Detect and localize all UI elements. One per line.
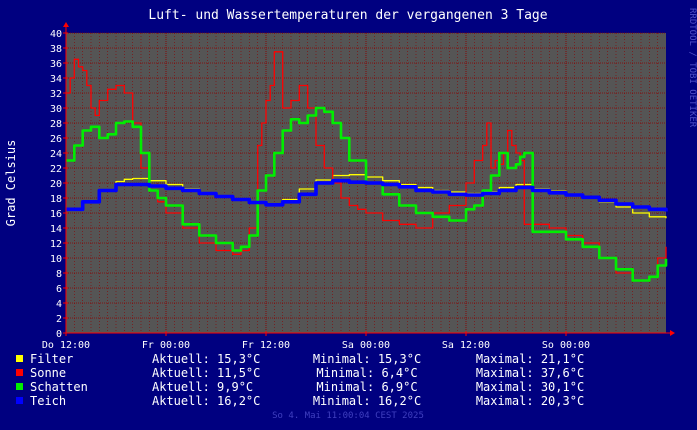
legend-swatch-schatten	[16, 383, 23, 390]
legend-max-teich: Maximal: 20,3°C	[476, 394, 584, 408]
legend-max-sonne: Maximal: 37,6°C	[476, 366, 584, 380]
y-axis-arrow	[63, 22, 69, 27]
rrdtool-watermark: RRDTOOL / TOBI OETIKER	[687, 8, 697, 128]
legend-name-teich: Teich	[30, 394, 66, 408]
y-tick-label: 36	[50, 59, 62, 70]
y-tick-label: 6	[56, 284, 62, 295]
legend-min-sonne: Minimal: 6,4°C	[316, 366, 417, 380]
y-tick-label: 34	[50, 74, 62, 85]
legend-min-teich: Minimal: 16,2°C	[313, 394, 421, 408]
legend-name-schatten: Schatten	[30, 380, 88, 394]
legend-swatch-filter	[16, 355, 23, 362]
y-tick-label: 38	[50, 44, 62, 55]
y-tick-label: 4	[56, 299, 62, 310]
legend-max-schatten: Maximal: 30,1°C	[476, 380, 584, 394]
series-line-teich	[66, 178, 668, 212]
y-tick-label: 30	[50, 104, 62, 115]
y-tick-label: 14	[50, 224, 62, 235]
y-tick-label: 28	[50, 119, 62, 130]
legend-current-sonne: Aktuell: 11,5°C	[152, 366, 260, 380]
series-layer	[66, 51, 668, 282]
x-tick-label: Sa 12:00	[442, 340, 490, 351]
series-line-schatten	[66, 106, 668, 282]
grid	[66, 32, 666, 333]
legend: Filter Aktuell: 15,3°C Minimal: 15,3°C Maxi…	[16, 352, 584, 408]
y-tick-label: 2	[56, 314, 62, 325]
y-tick-label: 12	[50, 239, 62, 250]
y-tick-label: 26	[50, 134, 62, 145]
y-tick-label: 40	[50, 29, 62, 40]
legend-min-schatten: Minimal: 6,9°C	[316, 380, 417, 394]
x-tick-label: Do 12:00	[42, 340, 90, 351]
y-tick-label: 24	[50, 149, 62, 160]
legend-max-filter: Maximal: 21,1°C	[476, 352, 584, 366]
legend-name-filter: Filter	[30, 352, 73, 366]
legend-min-filter: Minimal: 15,3°C	[313, 352, 421, 366]
x-axis-arrow	[670, 330, 675, 336]
legend-name-sonne: Sonne	[30, 366, 66, 380]
y-tick-label: 20	[50, 179, 62, 190]
y-tick-label: 22	[50, 164, 62, 175]
legend-current-teich: Aktuell: 16,2°C	[152, 394, 260, 408]
x-tick-label: Fr 00:00	[142, 340, 190, 351]
x-tick-label: Sa 00:00	[342, 340, 390, 351]
y-tick-label: 32	[50, 89, 62, 100]
legend-swatch-sonne	[16, 369, 23, 376]
y-tick-label: 8	[56, 269, 62, 280]
legend-current-schatten: Aktuell: 9,9°C	[152, 380, 253, 394]
y-tick-label: 18	[50, 194, 62, 205]
legend-current-filter: Aktuell: 15,3°C	[152, 352, 260, 366]
y-tick-label: 10	[50, 254, 62, 265]
y-tick-label: 0	[56, 329, 62, 340]
timestamp-footer: So 4. Mai 11:00:04 CEST 2025	[272, 411, 424, 421]
legend-swatch-teich	[16, 397, 23, 404]
x-tick-label: So 00:00	[542, 340, 590, 351]
y-tick-label: 16	[50, 209, 62, 220]
chart-title: Luft- und Wassertemperaturen der vergang…	[148, 8, 547, 23]
y-axis-label: Grad Celsius	[4, 140, 18, 227]
x-tick-label: Fr 12:00	[242, 340, 290, 351]
series-line-sonne	[66, 51, 667, 282]
axes: 0246810121416182022242628303234363840Do …	[42, 22, 675, 351]
